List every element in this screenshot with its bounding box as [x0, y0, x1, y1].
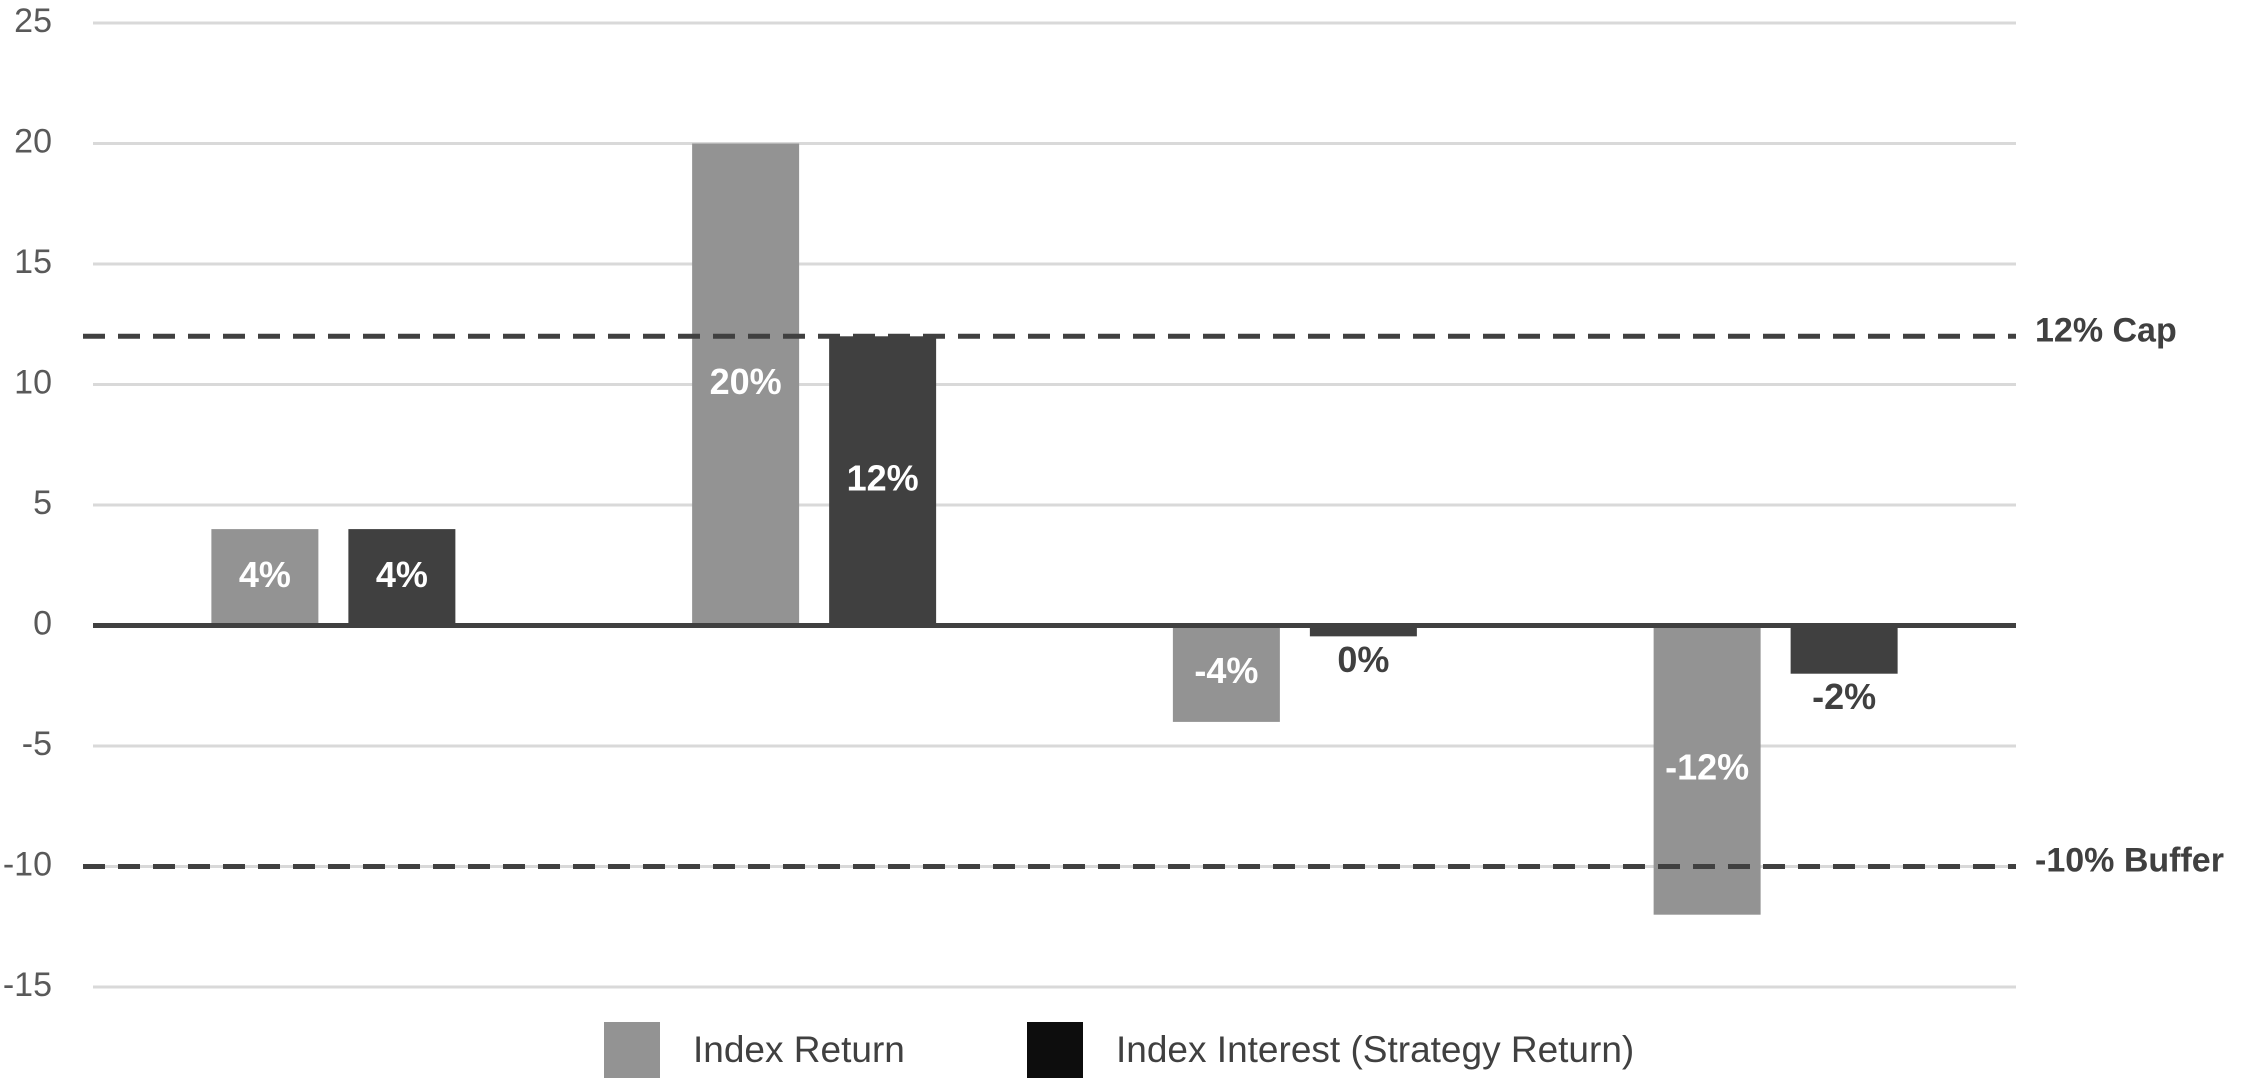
bar — [211, 529, 319, 626]
y-tick-label: -15 — [3, 966, 52, 1004]
value-label: -2% — [1812, 676, 1876, 717]
y-tick-label: 5 — [33, 484, 52, 522]
y-tick-label: -10 — [3, 845, 52, 883]
legend-label: Index Interest (Strategy Return) — [1116, 1029, 1634, 1070]
value-label: 0% — [1337, 639, 1389, 680]
y-tick-label: 20 — [14, 122, 52, 160]
legend-swatch — [1027, 1022, 1083, 1078]
legend-swatch — [604, 1022, 660, 1078]
value-label: -12% — [1665, 747, 1749, 788]
value-label: -4% — [1194, 650, 1258, 691]
y-tick-label: 0 — [33, 604, 52, 642]
bar — [1172, 625, 1280, 722]
y-tick-label: 25 — [14, 2, 52, 40]
bar — [692, 143, 800, 626]
reference-label: 12% Cap — [2035, 311, 2177, 349]
reference-label: -10% Buffer — [2035, 841, 2224, 879]
value-label: 4% — [376, 554, 428, 595]
bar — [1309, 625, 1417, 637]
legend-label: Index Return — [693, 1029, 905, 1070]
y-tick-label: -5 — [22, 725, 52, 763]
y-tick-label: 15 — [14, 243, 52, 281]
y-tick-label: 10 — [14, 363, 52, 401]
value-label: 4% — [239, 554, 291, 595]
bar — [829, 336, 937, 626]
value-label: 12% — [847, 457, 919, 498]
bar — [348, 529, 456, 626]
value-label: 20% — [710, 361, 782, 402]
bar — [1790, 625, 1898, 674]
